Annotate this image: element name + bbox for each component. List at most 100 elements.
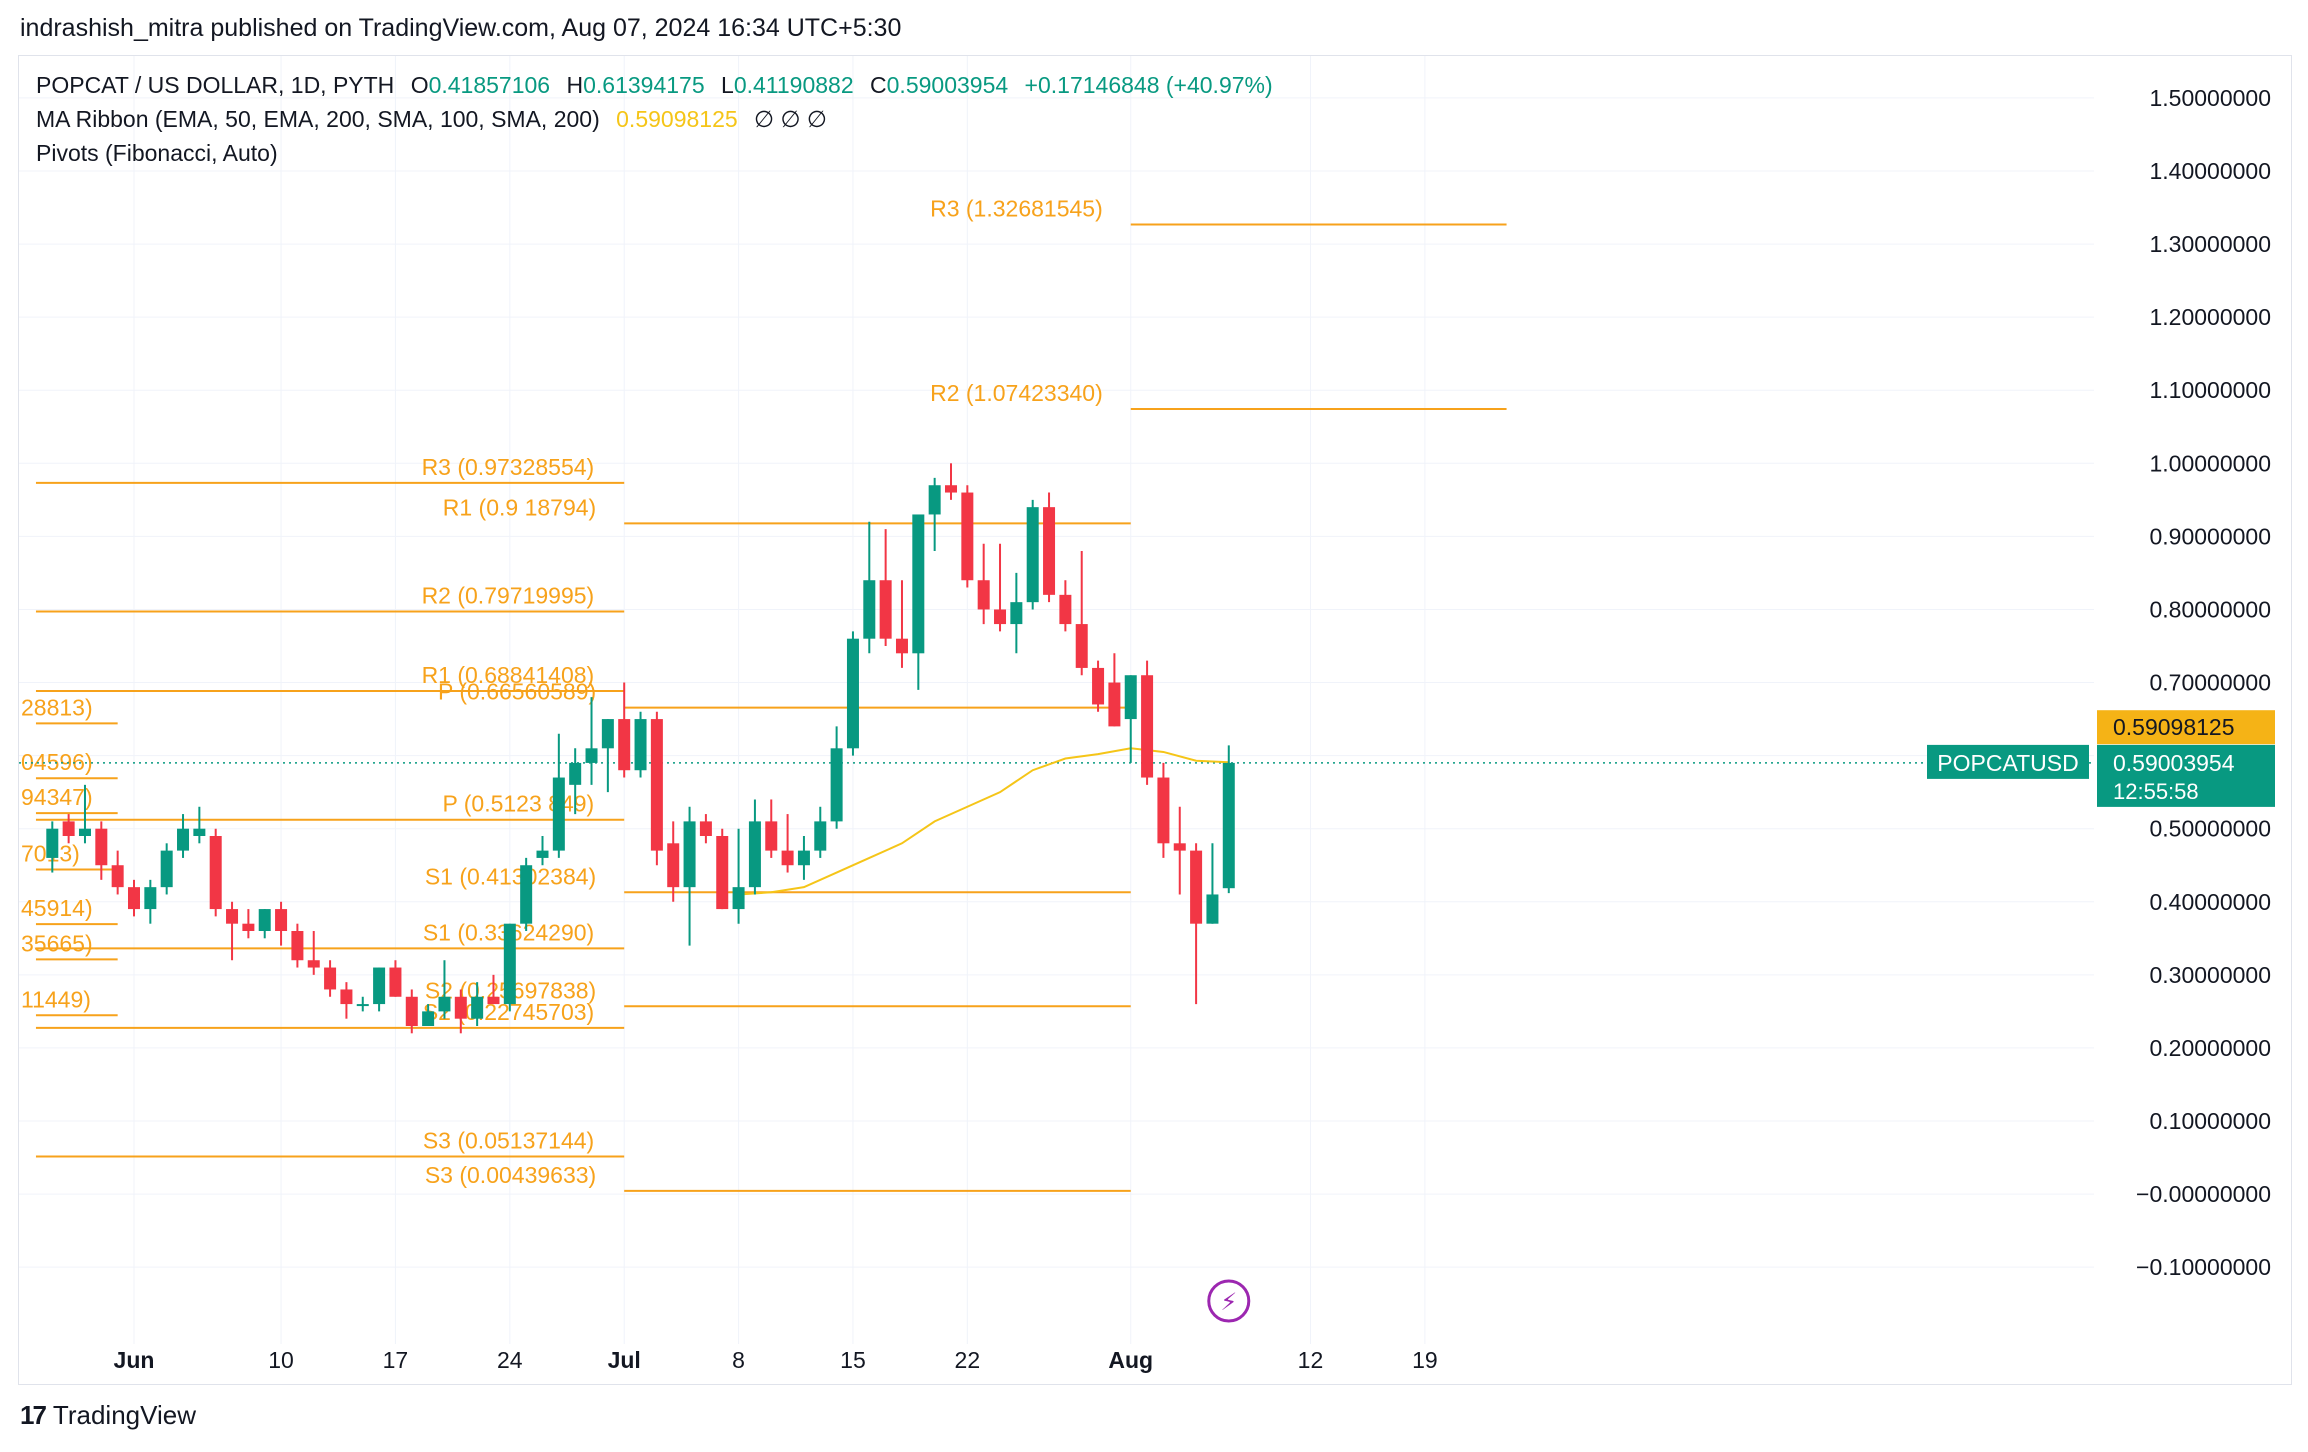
- y-tick-label: −0.00000000: [2136, 1181, 2271, 1207]
- candle: [634, 711, 647, 778]
- candle: [454, 989, 467, 1034]
- candle-body: [846, 638, 859, 749]
- high-label: H: [566, 72, 584, 98]
- candle: [699, 814, 712, 844]
- tradingview-brand: TradingView: [52, 1400, 196, 1430]
- candle: [1043, 492, 1056, 603]
- ma-ribbon-title: MA Ribbon (EMA, 50, EMA, 200, SMA, 100, …: [36, 106, 600, 132]
- candle-body: [748, 821, 761, 888]
- chart-pane[interactable]: 28813)04596)94347)7013)45914)35665)11449…: [18, 55, 2292, 1385]
- symbol-legend[interactable]: POPCAT / US DOLLAR, 1D, PYTH O0.41857106…: [36, 72, 1283, 99]
- pivot-label: R3 (1.32681545): [930, 195, 1103, 221]
- candle: [422, 1004, 435, 1026]
- change-value: +0.17146848 (+40.97%): [1024, 72, 1273, 98]
- candle-body: [1206, 894, 1219, 924]
- candle: [683, 806, 696, 946]
- candle: [1124, 675, 1137, 763]
- countdown-text: 12:55:58: [2113, 779, 2199, 804]
- candle: [324, 960, 337, 997]
- high-value: 0.61394175: [583, 72, 705, 98]
- candle: [128, 879, 140, 917]
- pivot-label: R1 (0.9 18794): [443, 494, 596, 520]
- candle-body: [46, 828, 59, 858]
- candle-body: [1222, 762, 1235, 889]
- candle: [487, 974, 500, 1005]
- candle-body: [634, 719, 647, 771]
- pivot-label: R2 (0.79719995): [422, 583, 595, 609]
- lightning-icon-ring: [1207, 1279, 1251, 1323]
- close-label: C: [870, 72, 887, 98]
- pivot-label: R3 (0.97328554): [422, 454, 595, 480]
- candle: [340, 982, 353, 1019]
- candle-body: [618, 719, 631, 771]
- candle-body: [650, 719, 663, 851]
- candle: [912, 514, 925, 690]
- candle-body: [1108, 682, 1121, 727]
- candle-body: [209, 836, 222, 910]
- candle: [1075, 551, 1088, 676]
- pivot-label: 94347): [21, 784, 93, 810]
- candle-body: [961, 492, 974, 581]
- candle-body: [765, 821, 778, 851]
- ma-value-tag-text: 0.59098125: [2113, 714, 2235, 740]
- candle: [977, 543, 990, 625]
- x-tick-label: 19: [1412, 1347, 1438, 1373]
- candle: [552, 733, 565, 858]
- candle-body: [78, 828, 91, 836]
- tradingview-logo[interactable]: 17 TradingView: [20, 1400, 196, 1431]
- candle: [520, 857, 533, 931]
- lightning-icon-glyph: ⚡: [1220, 1288, 1237, 1316]
- candle: [994, 543, 1007, 632]
- candle-body: [128, 887, 140, 910]
- candle-body: [1026, 507, 1039, 603]
- ma-value-tag: [2097, 710, 2275, 745]
- y-tick-label: 1.20000000: [2149, 304, 2271, 330]
- x-tick-label: Jun: [114, 1347, 155, 1373]
- pivots-legend[interactable]: Pivots (Fibonacci, Auto): [36, 140, 288, 167]
- y-tick-label: 0.50000000: [2149, 816, 2271, 842]
- candle: [585, 697, 598, 785]
- chart-canvas[interactable]: 28813)04596)94347)7013)45914)35665)11449…: [19, 56, 2291, 1384]
- candle: [62, 814, 75, 844]
- candle-body: [879, 580, 892, 639]
- y-tick-label: 0.30000000: [2149, 962, 2271, 988]
- candle: [601, 719, 614, 793]
- candle: [879, 529, 892, 646]
- candle-body: [1141, 675, 1154, 778]
- symbol-tag: [1927, 744, 2089, 779]
- candle: [1108, 653, 1121, 727]
- candle-body: [1124, 675, 1137, 720]
- candle-body: [307, 960, 320, 968]
- candle-body: [1075, 624, 1088, 668]
- candle-body: [716, 836, 729, 910]
- y-tick-label: 0.80000000: [2149, 596, 2271, 622]
- candle-body: [1010, 602, 1023, 625]
- candle: [536, 836, 549, 866]
- lightning-icon: ⚡: [1207, 1279, 1251, 1323]
- tradingview-logo-icon: 17: [20, 1400, 47, 1430]
- x-tick-label: 22: [955, 1347, 981, 1373]
- pivot-label: R2 (1.07423340): [930, 380, 1103, 406]
- grid-lines: [19, 56, 2094, 1344]
- candle-body: [275, 909, 288, 931]
- candle: [291, 923, 304, 968]
- candle-body: [569, 762, 582, 785]
- pivot-label: P (0.5123 849): [442, 791, 594, 817]
- low-label: L: [721, 72, 734, 98]
- candle-body: [1043, 507, 1056, 595]
- ma-ribbon-legend[interactable]: MA Ribbon (EMA, 50, EMA, 200, SMA, 100, …: [36, 106, 837, 133]
- candle: [356, 996, 369, 1012]
- pivot-label: 11449): [21, 986, 91, 1012]
- pivot-label: S1 (0.41302384): [425, 863, 596, 889]
- last-price-tag-text: 0.59003954: [2113, 750, 2235, 776]
- candle-body: [422, 1011, 435, 1026]
- candle: [307, 931, 320, 975]
- y-tick-label: 0.90000000: [2149, 523, 2271, 549]
- candle-body: [928, 485, 941, 515]
- low-value: 0.41190882: [733, 72, 854, 98]
- candle-body: [373, 967, 386, 1005]
- y-tick-label: 0.40000000: [2149, 889, 2271, 915]
- ma-ribbon-line: [738, 747, 1229, 896]
- candle-body: [62, 821, 75, 836]
- x-tick-label: 10: [268, 1347, 294, 1373]
